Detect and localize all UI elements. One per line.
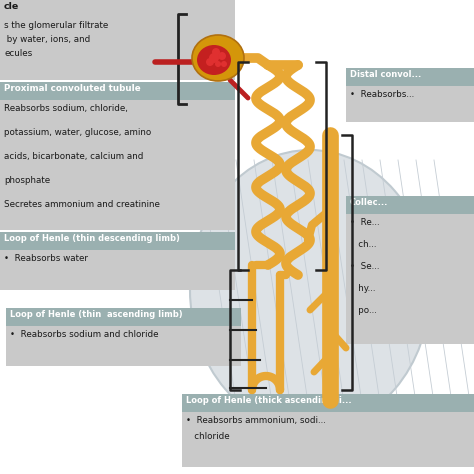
Text: Proximal convoluted tubule: Proximal convoluted tubule — [4, 84, 141, 93]
Circle shape — [206, 58, 214, 66]
Circle shape — [209, 53, 219, 63]
FancyBboxPatch shape — [346, 196, 474, 214]
Text: cle: cle — [4, 2, 19, 11]
Circle shape — [212, 48, 220, 56]
FancyBboxPatch shape — [346, 86, 474, 122]
Text: •  Se...: • Se... — [350, 262, 380, 271]
FancyBboxPatch shape — [0, 100, 235, 230]
Text: by water, ions, and: by water, ions, and — [4, 35, 90, 44]
Ellipse shape — [192, 35, 244, 81]
FancyBboxPatch shape — [0, 250, 235, 290]
Text: Collec...: Collec... — [350, 198, 388, 207]
Text: •  Reabsorbs water: • Reabsorbs water — [4, 254, 88, 263]
Circle shape — [218, 52, 226, 60]
FancyBboxPatch shape — [0, 232, 235, 250]
Circle shape — [221, 61, 227, 67]
Text: Distal convol...: Distal convol... — [350, 70, 421, 79]
Text: •  Reabsorbs...: • Reabsorbs... — [350, 90, 414, 99]
Text: hy...: hy... — [350, 284, 375, 293]
FancyBboxPatch shape — [346, 214, 474, 344]
FancyBboxPatch shape — [0, 0, 235, 18]
Ellipse shape — [197, 45, 231, 75]
Text: •  Re...: • Re... — [350, 218, 380, 227]
Text: po...: po... — [350, 306, 377, 315]
Text: Reabsorbs sodium, chloride,: Reabsorbs sodium, chloride, — [4, 104, 128, 113]
FancyBboxPatch shape — [6, 308, 241, 326]
Circle shape — [215, 61, 221, 67]
Text: Loop of Henle (thin descending limb): Loop of Henle (thin descending limb) — [4, 234, 180, 243]
Text: •  Reabsorbs ammonium, sodi...: • Reabsorbs ammonium, sodi... — [186, 416, 326, 425]
Ellipse shape — [190, 150, 430, 430]
Text: •  Reabsorbs sodium and chloride: • Reabsorbs sodium and chloride — [10, 330, 158, 339]
FancyBboxPatch shape — [6, 326, 241, 366]
FancyBboxPatch shape — [0, 18, 235, 80]
Text: ecules: ecules — [4, 49, 32, 58]
Text: Loop of Henle (thick ascending li...: Loop of Henle (thick ascending li... — [186, 396, 352, 405]
Text: s the glomerular filtrate: s the glomerular filtrate — [4, 21, 108, 30]
Text: chloride: chloride — [186, 432, 229, 441]
FancyBboxPatch shape — [182, 412, 474, 467]
FancyBboxPatch shape — [0, 82, 235, 100]
Text: acids, bicarbonate, calcium and: acids, bicarbonate, calcium and — [4, 152, 143, 161]
Text: Loop of Henle (thin  ascending limb): Loop of Henle (thin ascending limb) — [10, 310, 182, 319]
Text: phosphate: phosphate — [4, 176, 50, 185]
FancyBboxPatch shape — [346, 68, 474, 86]
Text: potassium, water, glucose, amino: potassium, water, glucose, amino — [4, 128, 151, 137]
Text: ch...: ch... — [350, 240, 376, 249]
FancyBboxPatch shape — [182, 394, 474, 412]
Text: Secretes ammonium and creatinine: Secretes ammonium and creatinine — [4, 200, 160, 209]
